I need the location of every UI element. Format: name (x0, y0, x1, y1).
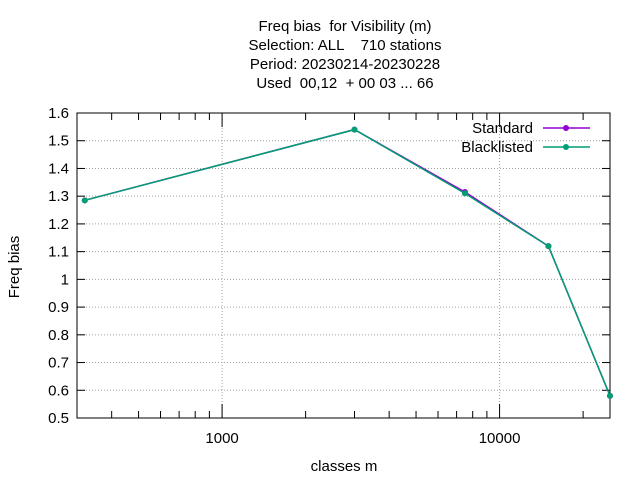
y-tick-label: 0.6 (48, 382, 69, 399)
x-tick-label: 10000 (479, 430, 521, 447)
y-tick-label: 1.2 (48, 216, 69, 233)
series-point-blacklisted (607, 392, 613, 399)
chart-title-line-3: Period: 20230214-20230228 (249, 56, 441, 73)
legend-marker-blacklisted (563, 144, 569, 150)
series-point-blacklisted (81, 197, 88, 204)
y-tick-label: 0.5 (48, 410, 69, 427)
y-tick-label: 0.9 (48, 299, 69, 316)
y-tick-label: 1 (61, 271, 69, 288)
series-line-standard (84, 128, 611, 397)
y-tick-label: 1.3 (48, 188, 69, 205)
y-tick-label: 1.5 (48, 133, 69, 150)
legend-label-standard: Standard (472, 120, 533, 137)
y-tick-label: 1.1 (48, 244, 69, 261)
y-tick-label: 1.4 (48, 160, 69, 177)
series-point-blacklisted (351, 126, 358, 133)
legend-label-blacklisted: Blacklisted (461, 139, 533, 156)
chart-title-line-4: Used 00,12 + 00 03 ... 66 (256, 75, 434, 92)
y-tick-label: 0.7 (48, 355, 69, 372)
series-point-blacklisted (545, 243, 552, 250)
legend: Standard Blacklisted (461, 120, 590, 156)
series-line-blacklisted (84, 128, 611, 397)
y-tick-label: 1.6 (48, 105, 69, 122)
series-lines (81, 126, 613, 399)
y-axis-ticks: 0.5 0.6 0.7 0.8 0.9 1 1.1 1.2 1.3 1.4 1.5 1.6 (48, 105, 610, 427)
x-tick-label: 1000 (205, 430, 238, 447)
x-axis-ticks: 1000 10000 (76, 113, 584, 447)
plot-frame (76, 112, 611, 419)
chart-title-line-2: Selection: ALL 710 stations (248, 37, 442, 54)
legend-marker-standard (563, 125, 569, 131)
y-tick-label: 0.8 (48, 327, 69, 344)
chart-title-line-1: Freq bias for Visibility (m) (258, 18, 432, 35)
series-point-blacklisted (461, 190, 468, 197)
y-axis-label: Freq bias (6, 236, 23, 299)
grid (77, 113, 610, 418)
x-axis-label: classes m (311, 458, 378, 475)
